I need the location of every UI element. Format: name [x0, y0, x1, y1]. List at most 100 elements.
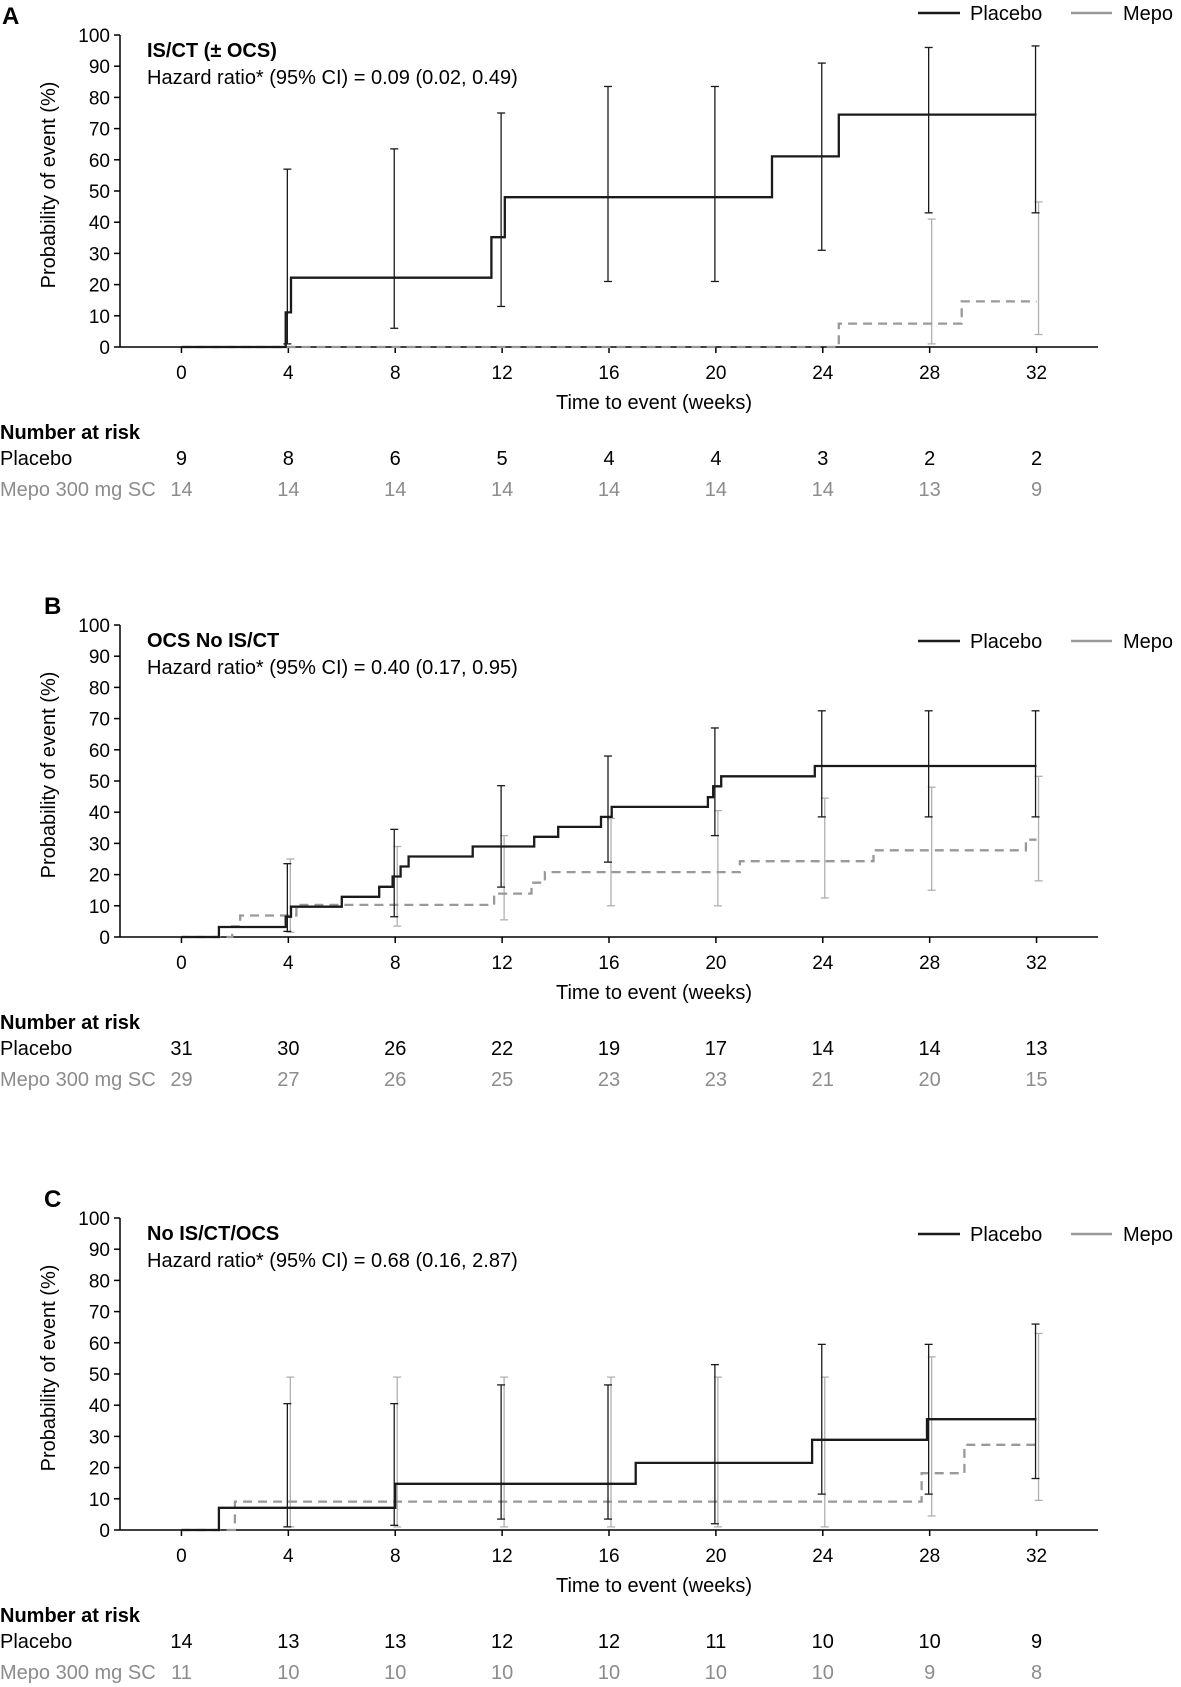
risk-value-placebo: 8	[283, 448, 294, 470]
x-tick-label: 0	[176, 1546, 187, 1567]
risk-value-mepo: 13	[919, 479, 941, 501]
km-chart-b: B OCS No IS/CT Hazard ratio* (95% CI) = …	[0, 593, 1173, 1091]
y-tick-label: 50	[89, 772, 110, 793]
x-tick-label: 24	[812, 363, 834, 384]
legend-mepo-label: Mepo	[1123, 1224, 1173, 1246]
x-tick-label: 32	[1026, 1546, 1047, 1567]
y-tick-label: 60	[89, 1334, 110, 1355]
risk-row-label-mepo: Mepo 300 mg SC	[0, 1069, 156, 1091]
y-tick-label: 10	[89, 1490, 110, 1511]
legend-mepo-label: Mepo	[1123, 631, 1173, 653]
risk-value-placebo: 14	[812, 1038, 834, 1060]
legend: Placebo Mepo	[918, 3, 1173, 25]
risk-value-placebo: 4	[710, 448, 721, 470]
x-tick-label: 32	[1026, 953, 1047, 974]
risk-value-placebo: 13	[1025, 1038, 1047, 1060]
x-tick-label: 16	[598, 953, 619, 974]
legend: Placebo Mepo	[918, 1224, 1173, 1246]
x-tick-label: 8	[390, 953, 401, 974]
y-tick-label: 70	[89, 710, 110, 731]
panel-label: B	[44, 593, 61, 620]
risk-value-placebo: 10	[919, 1631, 941, 1653]
panel-label: A	[2, 3, 19, 30]
risk-value-placebo: 2	[924, 448, 935, 470]
risk-value-placebo: 12	[598, 1631, 620, 1653]
panel-c: C No IS/CT/OCS Hazard ratio* (95% CI) = …	[0, 1183, 1181, 1687]
hazard-ratio-text: Hazard ratio* (95% CI) = 0.40 (0.17, 0.9…	[147, 657, 518, 679]
y-tick-label: 50	[89, 1365, 110, 1386]
risk-value-placebo: 14	[919, 1038, 941, 1060]
risk-value-mepo: 14	[598, 479, 620, 501]
y-tick-label: 0	[99, 1521, 110, 1542]
risk-value-placebo: 22	[491, 1038, 513, 1060]
y-tick-label: 40	[89, 1396, 110, 1417]
y-tick-label: 20	[89, 1459, 110, 1480]
panel-label: C	[44, 1186, 61, 1213]
risk-row-label-mepo: Mepo 300 mg SC	[0, 1662, 156, 1684]
y-tick-label: 70	[89, 120, 110, 141]
y-axis-label: Probability of event (%)	[38, 1265, 60, 1472]
risk-value-placebo: 19	[598, 1038, 620, 1060]
risk-value-mepo: 14	[491, 479, 513, 501]
y-tick-label: 10	[89, 897, 110, 918]
y-tick-label: 60	[89, 151, 110, 172]
number-at-risk-header: Number at risk	[0, 1012, 141, 1034]
risk-value-placebo: 31	[170, 1038, 192, 1060]
y-tick-label: 80	[89, 88, 110, 109]
x-tick-label: 12	[492, 1546, 513, 1567]
risk-value-placebo: 30	[277, 1038, 299, 1060]
risk-value-mepo: 8	[1031, 1662, 1042, 1684]
placebo-km-curve	[181, 1418, 1037, 1532]
risk-value-placebo: 17	[705, 1038, 727, 1060]
risk-row-label-placebo: Placebo	[0, 448, 72, 470]
risk-value-placebo: 13	[384, 1631, 406, 1653]
risk-value-mepo: 27	[277, 1069, 299, 1091]
y-tick-label: 100	[78, 26, 110, 47]
y-tick-label: 30	[89, 1427, 110, 1448]
placebo-km-curve	[181, 113, 1037, 349]
x-tick-label: 12	[492, 953, 513, 974]
x-tick-label: 20	[705, 363, 726, 384]
risk-value-mepo: 15	[1025, 1069, 1047, 1091]
risk-value-mepo: 9	[1031, 479, 1042, 501]
risk-value-placebo: 9	[1031, 1631, 1042, 1653]
y-axis-label: Probability of event (%)	[38, 672, 60, 879]
risk-value-mepo: 10	[705, 1662, 727, 1684]
x-tick-label: 16	[598, 363, 619, 384]
risk-value-mepo: 25	[491, 1069, 513, 1091]
x-tick-label: 4	[283, 953, 294, 974]
x-tick-label: 20	[705, 1546, 726, 1567]
x-tick-label: 28	[919, 1546, 940, 1567]
y-tick-label: 90	[89, 1240, 110, 1261]
x-tick-label: 0	[176, 363, 187, 384]
placebo-km-curve	[181, 764, 1037, 939]
panel-a: A IS/CT (± OCS) Hazard ratio* (95% CI) =…	[0, 0, 1181, 520]
x-tick-label: 8	[390, 363, 401, 384]
risk-value-placebo: 5	[497, 448, 508, 470]
risk-value-mepo: 14	[170, 479, 192, 501]
x-tick-label: 4	[283, 1546, 294, 1567]
risk-value-mepo: 11	[171, 1662, 192, 1684]
chart-title: IS/CT (± OCS)	[147, 40, 277, 62]
legend-placebo-label: Placebo	[970, 631, 1042, 653]
x-axis-label: Time to event (weeks)	[556, 1575, 752, 1597]
risk-value-placebo: 12	[491, 1631, 513, 1653]
risk-value-mepo: 10	[598, 1662, 620, 1684]
risk-value-mepo: 14	[812, 479, 834, 501]
hazard-ratio-text: Hazard ratio* (95% CI) = 0.09 (0.02, 0.4…	[147, 67, 518, 89]
y-tick-label: 40	[89, 213, 110, 234]
risk-row-label-placebo: Placebo	[0, 1038, 72, 1060]
x-tick-label: 4	[283, 363, 294, 384]
y-tick-label: 70	[89, 1303, 110, 1324]
y-tick-label: 80	[89, 1271, 110, 1292]
number-at-risk-table: Number at risk Placebo Mepo 300 mg SC	[0, 1605, 156, 1684]
x-tick-label: 16	[598, 1546, 619, 1567]
x-tick-label: 32	[1026, 363, 1047, 384]
legend-placebo-label: Placebo	[970, 3, 1042, 25]
x-tick-label: 12	[492, 363, 513, 384]
risk-value-placebo: 13	[277, 1631, 299, 1653]
km-chart-a: A IS/CT (± OCS) Hazard ratio* (95% CI) =…	[0, 3, 1173, 501]
mepo-km-curve	[181, 1443, 1037, 1532]
y-tick-label: 50	[89, 182, 110, 203]
y-tick-label: 40	[89, 803, 110, 824]
